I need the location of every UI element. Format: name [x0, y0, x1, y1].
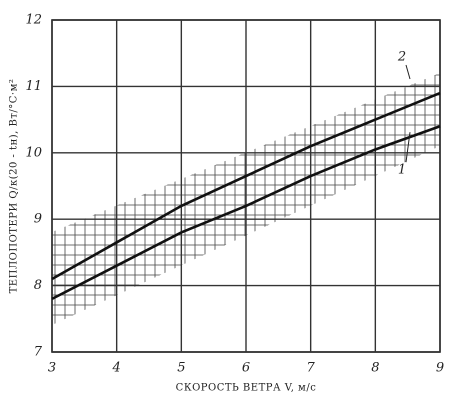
y-tick-label: 8	[34, 278, 42, 293]
y-tick-label: 11	[25, 79, 42, 94]
series-line	[51, 91, 441, 281]
x-tick-label: 7	[307, 361, 316, 376]
y-axis-label: ТЕПЛОПОТЕРИ Q/к(20 - tн), Вт/°С·м²	[9, 79, 20, 294]
leader-line	[405, 64, 411, 80]
series-label: 2	[397, 50, 406, 65]
y-tick-label: 10	[25, 145, 42, 160]
series-line	[51, 125, 441, 301]
x-tick-label: 4	[112, 361, 121, 376]
x-tick-label: 6	[242, 361, 250, 376]
x-axis-label: СКОРОСТЬ ВЕТРА V, м/с	[176, 383, 317, 394]
leader-line	[405, 132, 411, 163]
y-tick-label: 7	[34, 345, 43, 360]
y-tick-label: 9	[34, 212, 42, 227]
x-tick-label: 5	[177, 361, 185, 376]
x-tick-label: 9	[436, 361, 444, 376]
x-tick-label: 3	[48, 361, 56, 376]
x-tick-label: 8	[371, 361, 379, 376]
y-tick-label: 12	[25, 13, 42, 28]
series-label: 1	[398, 163, 406, 178]
